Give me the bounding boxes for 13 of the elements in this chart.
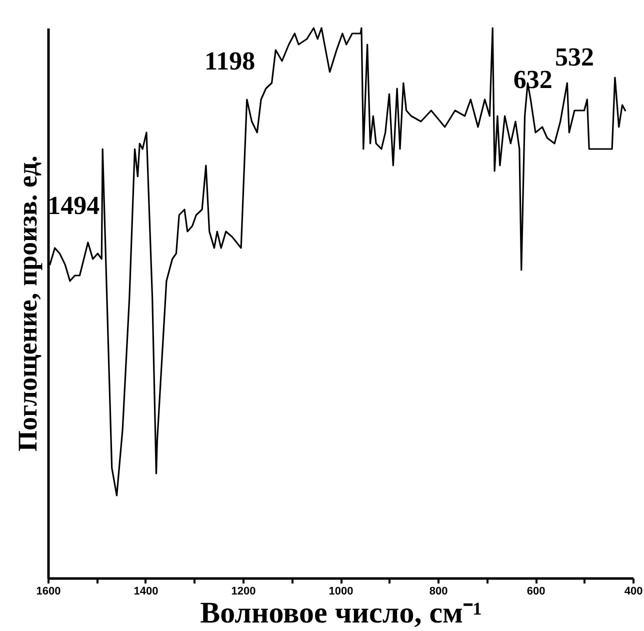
annotation: 532 — [555, 42, 594, 72]
x-axis-title: Волновое число, см⁻¹ — [200, 596, 482, 630]
annotation: 632 — [513, 65, 552, 94]
annotation: 1494 — [48, 191, 100, 220]
y-axis-title: Поглощение, произв. ед. — [12, 155, 42, 452]
annotation: 1198 — [204, 46, 256, 76]
x-tick-label: 1200 — [231, 586, 256, 598]
x-tick-label: 400 — [624, 586, 643, 598]
x-tick-label: 800 — [429, 586, 448, 598]
x-tick-label: 1400 — [134, 586, 158, 598]
x-tick-label: 1000 — [328, 586, 354, 598]
x-tick-label: 1600 — [36, 586, 61, 598]
x-tick-label: 600 — [526, 586, 546, 598]
